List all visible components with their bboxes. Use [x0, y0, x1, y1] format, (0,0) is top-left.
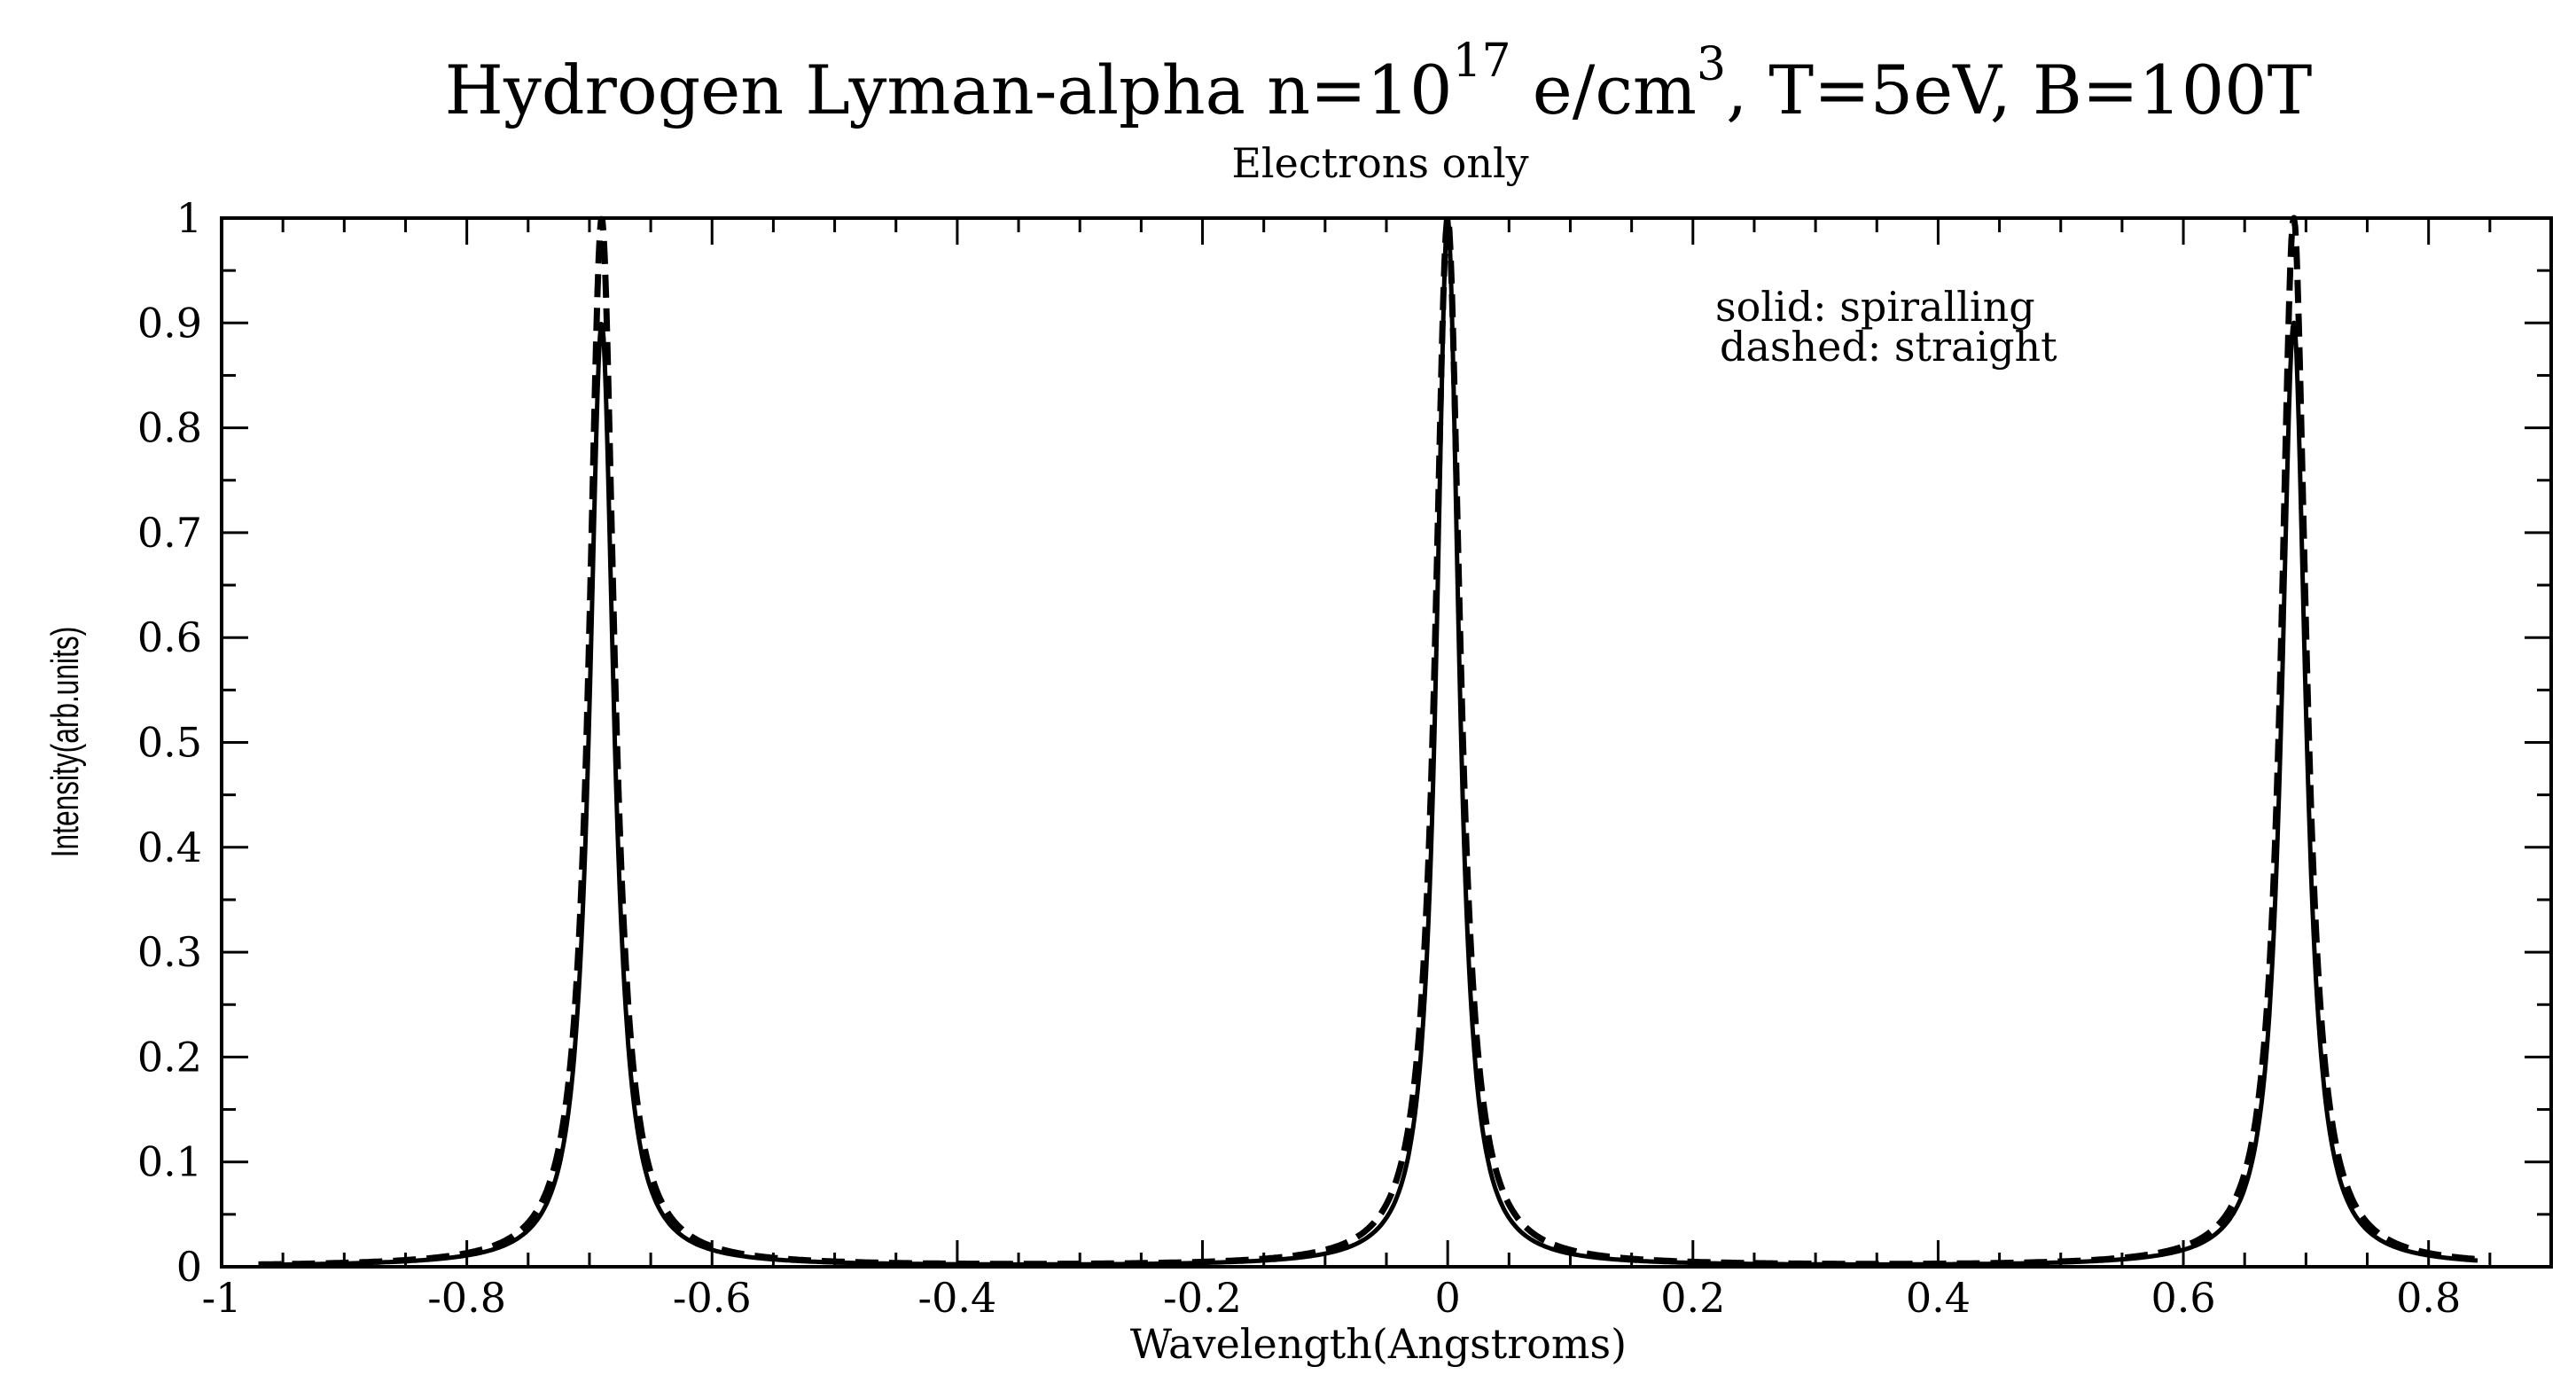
chart-subtitle: Electrons only: [1231, 139, 1528, 187]
title-unit: e/cm: [1511, 51, 1697, 129]
x-tick-label: 0: [1435, 1274, 1461, 1322]
x-tick-label: -0.6: [673, 1274, 752, 1322]
series-layer: [256, 215, 2480, 1268]
y-tick-label: 0.4: [137, 824, 202, 871]
axis-ticks: [220, 216, 2553, 1269]
x-tick-label: 0.6: [2151, 1274, 2215, 1322]
y-axis-label: Intensity(arb.units): [43, 627, 87, 858]
x-tick-label: 0.2: [1660, 1274, 1725, 1322]
legend-solid: solid: spiralling: [1715, 283, 2035, 331]
x-tick-label: -1: [202, 1274, 242, 1322]
x-tick-labels: -1 -0.8 -0.6 -0.4 -0.2 0 0.2 0.4 0.6 0.8: [202, 1274, 2462, 1322]
series-line-straight: [256, 215, 2480, 1268]
x-axis-label: Wavelength(Angstroms): [1130, 1320, 1627, 1368]
x-tick-label: -0.4: [918, 1274, 997, 1322]
y-tick-label: 0.6: [137, 613, 202, 661]
y-tick-label: 0.8: [137, 404, 202, 452]
series-line-spiralling: [257, 216, 2479, 1268]
x-tick-label: -0.8: [427, 1274, 506, 1322]
title-rest: , T=5eV, B=100T: [1726, 51, 2312, 129]
y-tick-label: 1: [176, 194, 202, 242]
y-tick-label: 0.1: [137, 1138, 202, 1186]
y-tick-label: 0.7: [137, 509, 202, 557]
y-tick-label: 0.5: [137, 719, 202, 767]
plot-area: [220, 216, 2553, 1269]
y-tick-label: 0.9: [137, 299, 202, 347]
x-tick-label: 0.8: [2396, 1274, 2461, 1322]
title-main: Hydrogen Lyman-alpha n=10: [445, 51, 1453, 129]
y-tick-label: 0.3: [137, 928, 202, 976]
legend-dashed: dashed: straight: [1720, 323, 2057, 371]
title-exponent: 17: [1452, 35, 1510, 88]
title-unit-exponent: 3: [1697, 38, 1726, 91]
y-tick-label: 0.2: [137, 1033, 202, 1081]
y-tick-label: 0: [176, 1243, 202, 1291]
y-tick-labels: 0 0.1 0.2 0.3 0.4 0.5 0.6 0.7 0.8 0.9 1: [137, 194, 202, 1291]
chart-title: Hydrogen Lyman-alpha n=1017 e/cm3, T=5eV…: [445, 35, 2313, 129]
x-tick-label: 0.4: [1906, 1274, 1971, 1322]
x-tick-label: -0.2: [1163, 1274, 1242, 1322]
